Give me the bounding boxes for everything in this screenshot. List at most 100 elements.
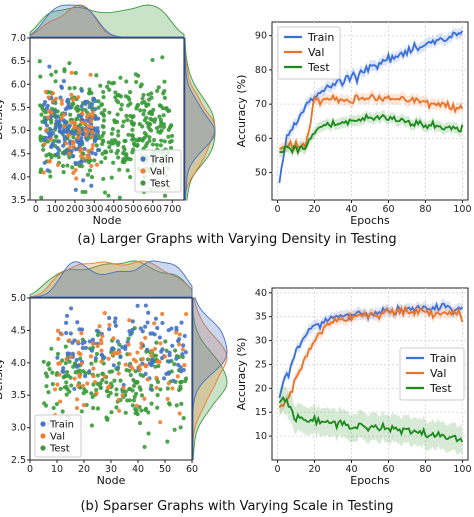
x-tick-label: 20: [308, 464, 320, 475]
legend-label-train: Train: [49, 420, 74, 431]
y-tick-label: 5.0: [11, 126, 26, 137]
point-test: [159, 138, 164, 143]
point-test: [67, 61, 72, 66]
y-axis-label: Accuracy (%): [235, 75, 248, 148]
point-val: [59, 116, 64, 121]
point-test: [104, 380, 109, 385]
point-test: [135, 411, 140, 417]
point-val: [59, 332, 64, 337]
point-train: [83, 374, 88, 379]
point-val: [137, 367, 143, 372]
line-val: [279, 93, 464, 151]
point-test: [144, 103, 149, 109]
point-test: [109, 175, 114, 180]
point-test: [146, 92, 151, 97]
point-train: [118, 354, 123, 360]
point-train: [50, 141, 55, 146]
point-val: [102, 311, 107, 316]
point-val: [57, 372, 62, 377]
point-val: [47, 109, 52, 114]
point-val: [74, 176, 79, 181]
point-train: [150, 331, 155, 336]
point-train: [90, 150, 95, 155]
legend-marker-test: [140, 180, 146, 186]
point-test: [96, 99, 101, 104]
point-val: [48, 137, 53, 142]
y-axis-label: Density: [0, 98, 5, 140]
marginal-y-val: [184, 37, 216, 201]
point-test: [162, 139, 167, 144]
point-test: [41, 147, 46, 152]
point-train: [89, 101, 95, 107]
point-val: [90, 341, 95, 346]
point-test: [123, 94, 128, 99]
y-tick-label: 25: [255, 359, 267, 370]
y-tick-label: 5.0: [11, 293, 26, 304]
point-train: [113, 316, 118, 321]
x-tick-label: 300: [85, 204, 103, 215]
point-test: [114, 405, 119, 410]
point-test: [64, 369, 70, 375]
point-train: [55, 151, 60, 156]
point-train: [76, 363, 81, 368]
point-train: [160, 320, 165, 326]
point-val: [57, 399, 63, 404]
point-val: [79, 154, 84, 159]
point-val: [79, 361, 84, 366]
y-tick-label: 80: [255, 65, 267, 76]
point-val: [149, 348, 154, 354]
point-test: [138, 84, 143, 89]
point-val: [166, 381, 171, 386]
point-test: [106, 80, 111, 85]
point-test: [133, 406, 138, 412]
point-train: [67, 123, 72, 128]
point-train: [95, 126, 100, 131]
y-tick-label: 2.5: [11, 455, 26, 466]
point-train: [73, 187, 78, 192]
point-train: [107, 327, 112, 332]
point-test: [179, 401, 184, 407]
point-test: [77, 163, 82, 168]
point-val: [43, 89, 49, 95]
point-val: [143, 335, 148, 340]
point-val: [53, 96, 59, 101]
point-test: [131, 136, 136, 141]
point-test: [165, 439, 170, 444]
point-val: [130, 366, 135, 371]
point-val: [94, 391, 99, 396]
y-tick-label: 6.0: [11, 79, 26, 90]
point-test: [63, 344, 68, 349]
point-val: [55, 382, 60, 387]
point-val: [50, 99, 56, 104]
point-val: [182, 363, 187, 368]
point-test: [117, 195, 122, 200]
point-val: [143, 363, 148, 368]
point-test: [142, 130, 147, 136]
point-test: [107, 110, 112, 115]
point-test: [98, 83, 103, 88]
point-val: [131, 357, 136, 362]
x-axis-label: Node: [93, 214, 122, 227]
point-test: [38, 167, 44, 172]
point-val: [71, 170, 76, 175]
point-test: [109, 410, 114, 415]
point-test: [111, 160, 116, 165]
point-train: [61, 128, 66, 133]
point-test: [149, 383, 154, 388]
line-test: [278, 395, 464, 443]
point-test: [51, 405, 56, 411]
point-train: [64, 330, 69, 336]
point-train: [93, 356, 98, 361]
legend-label-train: Train: [149, 155, 174, 166]
point-test: [106, 393, 111, 399]
point-test: [114, 387, 119, 392]
point-test: [89, 174, 95, 180]
legend-marker-val: [40, 433, 46, 439]
point-test: [116, 100, 121, 105]
point-test: [126, 336, 131, 341]
point-val: [98, 337, 104, 343]
point-test: [99, 102, 104, 107]
point-test: [146, 410, 151, 415]
point-test: [71, 135, 76, 140]
